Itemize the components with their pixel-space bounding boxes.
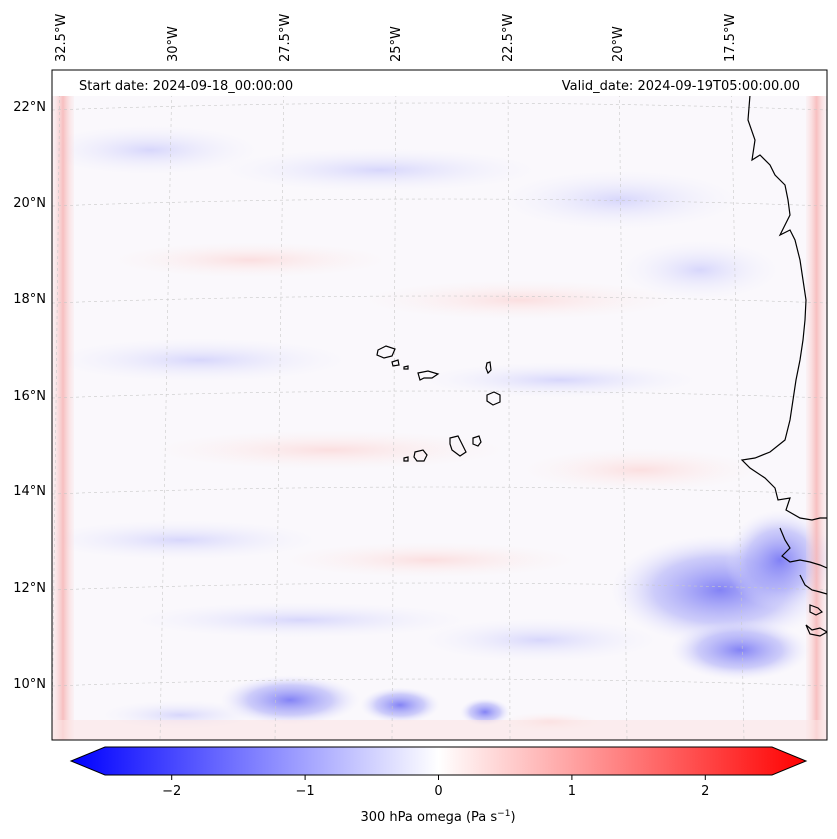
omega-field-pattern <box>52 70 827 740</box>
lat-label-18n: 18°N <box>13 292 46 307</box>
cape-verde-islands <box>376 345 501 462</box>
parallel-18n <box>52 295 827 304</box>
lon-label-20w: 20°W <box>611 26 626 62</box>
colorbar-tick-label: 1 <box>568 784 576 799</box>
meridian-17-5w <box>730 70 745 740</box>
lat-label-16n: 16°N <box>13 389 46 404</box>
senegal-gambia-coast <box>779 527 827 569</box>
lon-label-27-5w: 27.5°W <box>278 14 293 62</box>
colorbar-tick-label: −1 <box>296 784 315 799</box>
meridian-20w <box>618 70 628 740</box>
start-date-label: Start date: 2024-09-18_00:00:00 <box>79 79 293 94</box>
island-santo-antao <box>376 345 396 359</box>
guinea-coast-south <box>805 624 827 637</box>
colorbar-title-unit-exponent: −1 <box>497 809 510 819</box>
coastlines <box>740 70 827 637</box>
map-panel: Start date: 2024-09-18_00:00:00 Valid_da… <box>52 70 827 740</box>
lon-label-22-5w: 22.5°W <box>501 14 516 62</box>
lat-label-12n: 12°N <box>13 581 46 596</box>
map-frame <box>51 69 828 741</box>
lon-label-32-5w: 32.5°W <box>54 14 69 62</box>
island-sao-vicente <box>391 359 400 367</box>
island-maio <box>472 435 482 447</box>
lon-label-25w: 25°W <box>389 26 404 62</box>
colorbar-title-close: ) <box>510 810 515 825</box>
meridian-22-5w <box>507 70 511 740</box>
island-santa-luzia <box>403 365 409 370</box>
meridian-32-5w <box>52 70 61 740</box>
lat-label-14n: 14°N <box>13 484 46 499</box>
colorbar-title: 300 hPa omega (Pa s−1) <box>360 809 515 825</box>
lat-label-10n: 10°N <box>13 677 46 692</box>
parallel-22n <box>52 102 827 111</box>
lat-label-22n: 22°N <box>13 100 46 115</box>
parallel-12n <box>52 582 827 591</box>
colorbar-tick-label: −2 <box>162 784 181 799</box>
island-sal <box>485 361 492 375</box>
lon-label-17-5w: 17.5°W <box>723 14 738 62</box>
meridian-25w <box>391 70 397 740</box>
guinea-bissau-coast <box>799 574 827 595</box>
lon-label-30w: 30°W <box>166 26 181 62</box>
colorbar-tick-label: 2 <box>701 784 709 799</box>
latitude-labels: 22°N 20°N 18°N 16°N 14°N 12°N 10°N <box>13 100 46 692</box>
meridian-30w <box>159 70 173 740</box>
island-brava <box>403 456 409 462</box>
parallel-14n <box>52 486 827 495</box>
date-banner <box>52 70 827 96</box>
colorbar-tick-label: 0 <box>434 784 442 799</box>
meridian-27-5w <box>274 70 285 740</box>
colorbar-gradient <box>69 746 808 776</box>
valid-date-label: Valid_date: 2024-09-19T05:00:00.00 <box>562 79 800 94</box>
island-fogo <box>413 449 428 462</box>
island-sao-nicolau <box>417 370 440 381</box>
parallel-16n <box>52 390 827 399</box>
island-santiago <box>449 435 467 457</box>
parallel-20n <box>52 198 827 207</box>
longitude-labels: 32.5°W 30°W 27.5°W 25°W 22.5°W 20°W 17.5… <box>54 14 738 62</box>
guinea-islands <box>809 604 824 616</box>
colorbar: −2 −1 0 1 2 300 hPa omega (Pa s−1) <box>69 746 808 825</box>
lat-label-20n: 20°N <box>13 196 46 211</box>
colorbar-ticks: −2 −1 0 1 2 <box>162 775 709 799</box>
gridlines <box>52 70 827 740</box>
island-boa-vista <box>486 391 501 406</box>
parallel-10n <box>52 678 827 687</box>
africa-coastline <box>740 70 827 521</box>
colorbar-title-main: 300 hPa omega (Pa s <box>360 810 497 825</box>
